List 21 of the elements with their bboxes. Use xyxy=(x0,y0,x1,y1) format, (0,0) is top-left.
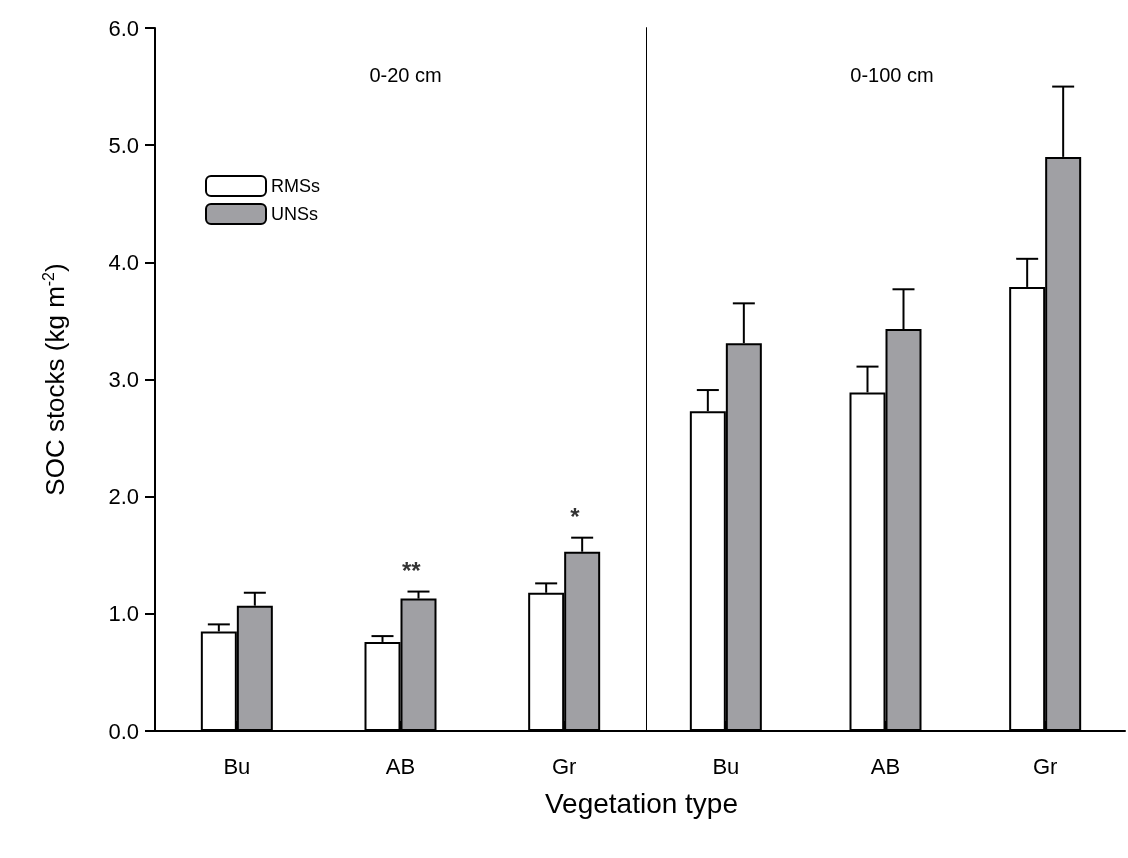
y-tick-label: 4.0 xyxy=(108,249,139,275)
y-tick-label: 3.0 xyxy=(108,367,139,392)
x-tick-label: AB xyxy=(385,753,416,779)
annotation: * xyxy=(570,503,581,531)
y-tick-label: 6.0 xyxy=(108,15,139,41)
x-axis-title: Vegetation type xyxy=(543,788,739,820)
legend-label: UNSs xyxy=(271,204,319,224)
x-tick-label: AB xyxy=(870,753,901,779)
x-tick-label: Gr xyxy=(551,753,577,779)
legend-label: RMSs xyxy=(271,176,320,196)
text: 0-20 cm xyxy=(369,64,442,86)
y-tick-label: 2.0 xyxy=(108,484,139,510)
y-tick-label: 1.0 xyxy=(108,601,139,627)
text: 0-100 cm xyxy=(850,64,934,86)
y-tick-label: 0.0 xyxy=(108,718,139,744)
x-tick-label: Gr xyxy=(1032,753,1058,779)
x-tick-label: Bu xyxy=(712,753,740,779)
annotation: ** xyxy=(401,557,422,585)
x-tick-label: Bu xyxy=(223,753,251,779)
y-tick-label: 5.0 xyxy=(108,132,139,158)
y-axis-title: SOC stocks (kg m-2) xyxy=(39,263,70,496)
